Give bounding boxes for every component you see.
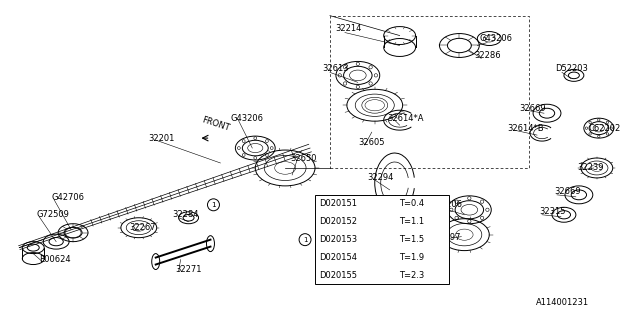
Text: G3251: G3251: [368, 255, 396, 264]
Text: C62202: C62202: [589, 124, 621, 132]
Text: 32614*B: 32614*B: [507, 124, 544, 132]
Text: D020153: D020153: [319, 235, 357, 244]
Text: 32237: 32237: [348, 273, 374, 282]
Text: D020151: D020151: [319, 199, 357, 208]
Text: D52203: D52203: [555, 64, 588, 73]
Text: 32271: 32271: [175, 265, 202, 274]
Text: D020154: D020154: [319, 253, 357, 262]
Text: T=2.3: T=2.3: [399, 271, 424, 280]
Text: T=1.1: T=1.1: [399, 217, 424, 226]
Text: A114001231: A114001231: [536, 298, 589, 307]
Text: 32614*A: 32614*A: [388, 114, 424, 123]
Text: FRONT: FRONT: [200, 116, 230, 133]
Text: 32669: 32669: [554, 188, 580, 196]
Text: 32669: 32669: [519, 104, 546, 113]
Text: T=1.5: T=1.5: [399, 235, 424, 244]
Text: 32286: 32286: [474, 51, 501, 60]
Text: 1: 1: [303, 237, 307, 243]
Bar: [315, 195, 449, 284]
Text: 32605: 32605: [358, 138, 385, 147]
Text: 32239: 32239: [577, 164, 604, 172]
Text: D020155: D020155: [319, 271, 357, 280]
Text: G43206: G43206: [429, 200, 463, 209]
Text: 32201: 32201: [148, 133, 175, 143]
Text: 1: 1: [211, 202, 216, 208]
Text: 32294: 32294: [368, 173, 394, 182]
Text: 32613: 32613: [322, 64, 349, 73]
Text: 32297: 32297: [435, 233, 461, 242]
Text: 32284: 32284: [173, 210, 199, 219]
Text: 32650: 32650: [290, 154, 317, 163]
Bar: [330, 16, 529, 168]
Text: 32214: 32214: [335, 24, 362, 33]
Text: 32267: 32267: [129, 223, 156, 232]
Text: G43206: G43206: [479, 34, 512, 43]
Text: G42706: G42706: [51, 193, 84, 202]
Text: E00624: E00624: [39, 255, 71, 264]
Text: 32315: 32315: [539, 207, 566, 216]
Text: T=1.9: T=1.9: [399, 253, 424, 262]
Text: G43206: G43206: [230, 114, 264, 123]
Text: G72509: G72509: [36, 210, 69, 219]
Text: D020152: D020152: [319, 217, 357, 226]
Text: T=0.4: T=0.4: [399, 199, 424, 208]
